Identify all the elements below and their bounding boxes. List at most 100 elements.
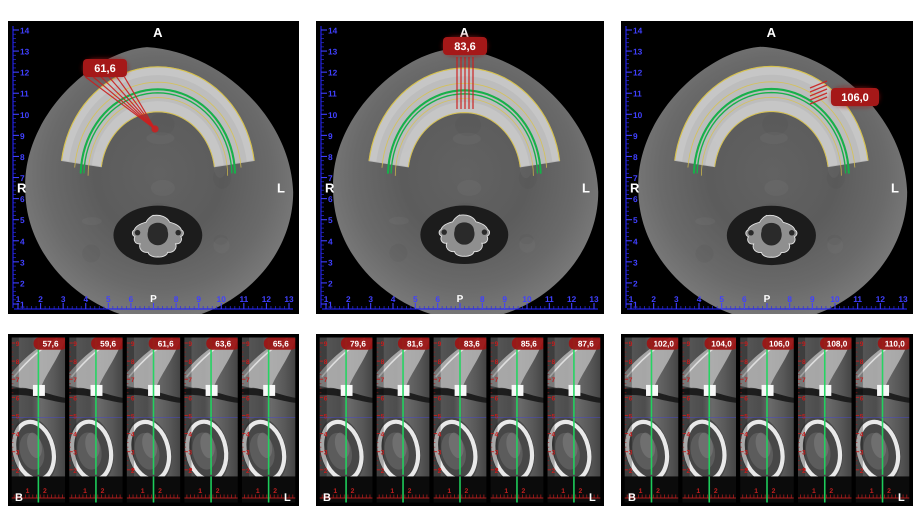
svg-text:2: 2 (633, 278, 638, 288)
svg-text:7: 7 (629, 377, 633, 384)
svg-text:9: 9 (73, 341, 77, 348)
svg-text:9: 9 (629, 341, 633, 348)
svg-text:4: 4 (629, 432, 633, 439)
svg-text:4: 4 (324, 432, 328, 439)
svg-text:108,0: 108,0 (827, 340, 848, 349)
svg-text:9: 9 (744, 341, 748, 348)
svg-text:7: 7 (438, 377, 442, 384)
svg-text:3: 3 (802, 450, 806, 457)
svg-text:1: 1 (870, 488, 874, 495)
svg-text:5: 5 (552, 413, 556, 420)
svg-text:3: 3 (328, 257, 333, 267)
svg-text:6: 6 (246, 395, 250, 402)
svg-text:8: 8 (495, 359, 499, 366)
svg-text:2: 2 (131, 468, 135, 475)
svg-text:7: 7 (16, 377, 20, 384)
svg-text:2: 2 (101, 488, 105, 495)
svg-text:110,0: 110,0 (885, 340, 905, 349)
svg-text:7: 7 (328, 173, 333, 183)
svg-text:65,6: 65,6 (273, 340, 289, 349)
svg-text:3: 3 (73, 450, 77, 457)
svg-text:2: 2 (802, 468, 806, 475)
svg-text:4: 4 (328, 236, 333, 246)
svg-text:2: 2 (346, 294, 351, 304)
svg-text:7: 7 (860, 377, 864, 384)
svg-text:9: 9 (131, 341, 135, 348)
svg-text:9: 9 (16, 341, 20, 348)
svg-text:6: 6 (324, 395, 328, 402)
svg-text:14: 14 (328, 26, 338, 36)
svg-text:9: 9 (196, 294, 201, 304)
svg-text:8: 8 (633, 152, 638, 162)
svg-text:3: 3 (860, 450, 864, 457)
svg-text:P: P (457, 294, 464, 305)
svg-text:1: 1 (812, 488, 816, 495)
svg-text:2: 2 (73, 468, 77, 475)
svg-text:2: 2 (552, 468, 556, 475)
svg-text:6: 6 (435, 294, 440, 304)
svg-text:12: 12 (328, 68, 338, 78)
svg-text:13: 13 (20, 47, 30, 57)
svg-text:85,6: 85,6 (521, 340, 537, 349)
svg-text:5: 5 (381, 413, 385, 420)
svg-text:L: L (284, 492, 291, 504)
svg-text:1: 1 (447, 488, 451, 495)
svg-text:L: L (582, 181, 590, 196)
svg-text:63,6: 63,6 (215, 340, 231, 349)
svg-text:12: 12 (20, 68, 30, 78)
svg-text:59,6: 59,6 (100, 340, 116, 349)
svg-text:6: 6 (188, 395, 192, 402)
svg-text:1: 1 (16, 294, 21, 304)
svg-text:3: 3 (131, 450, 135, 457)
svg-text:9: 9 (502, 294, 507, 304)
svg-text:5: 5 (188, 413, 192, 420)
svg-text:3: 3 (246, 450, 250, 457)
svg-text:7: 7 (188, 377, 192, 384)
svg-text:3: 3 (438, 450, 442, 457)
svg-text:2: 2 (16, 468, 20, 475)
svg-text:4: 4 (131, 432, 135, 439)
svg-text:6: 6 (860, 395, 864, 402)
svg-text:2: 2 (328, 278, 333, 288)
svg-text:61,6: 61,6 (158, 340, 174, 349)
svg-text:4: 4 (686, 432, 690, 439)
svg-text:2: 2 (38, 294, 43, 304)
svg-text:14: 14 (633, 26, 643, 36)
svg-text:2: 2 (744, 468, 748, 475)
svg-text:6: 6 (438, 395, 442, 402)
svg-text:5: 5 (438, 413, 442, 420)
svg-text:7: 7 (381, 377, 385, 384)
svg-text:6: 6 (20, 194, 25, 204)
svg-text:7: 7 (744, 377, 748, 384)
svg-text:7: 7 (20, 173, 25, 183)
svg-text:2: 2 (158, 488, 162, 495)
svg-text:6: 6 (552, 395, 556, 402)
svg-text:P: P (150, 294, 157, 305)
svg-text:5: 5 (495, 413, 499, 420)
svg-text:10: 10 (328, 110, 338, 120)
svg-text:8: 8 (438, 359, 442, 366)
svg-text:11: 11 (20, 89, 29, 99)
svg-text:5: 5 (324, 413, 328, 420)
svg-text:5: 5 (629, 413, 633, 420)
svg-text:8: 8 (480, 294, 485, 304)
svg-text:9: 9 (246, 341, 250, 348)
svg-text:1: 1 (754, 488, 758, 495)
svg-text:2: 2 (887, 488, 891, 495)
svg-text:6: 6 (16, 395, 20, 402)
svg-text:4: 4 (188, 432, 192, 439)
svg-text:6: 6 (495, 395, 499, 402)
svg-text:8: 8 (131, 359, 135, 366)
svg-text:2: 2 (465, 488, 469, 495)
svg-text:79,6: 79,6 (350, 340, 366, 349)
svg-text:2: 2 (216, 488, 220, 495)
svg-text:6: 6 (73, 395, 77, 402)
svg-text:1: 1 (696, 488, 700, 495)
svg-text:11: 11 (328, 89, 337, 99)
svg-text:2: 2 (324, 468, 328, 475)
svg-text:3: 3 (61, 294, 66, 304)
svg-text:11: 11 (853, 294, 862, 304)
svg-text:7: 7 (73, 377, 77, 384)
svg-text:P: P (764, 294, 771, 305)
svg-text:8: 8 (188, 359, 192, 366)
